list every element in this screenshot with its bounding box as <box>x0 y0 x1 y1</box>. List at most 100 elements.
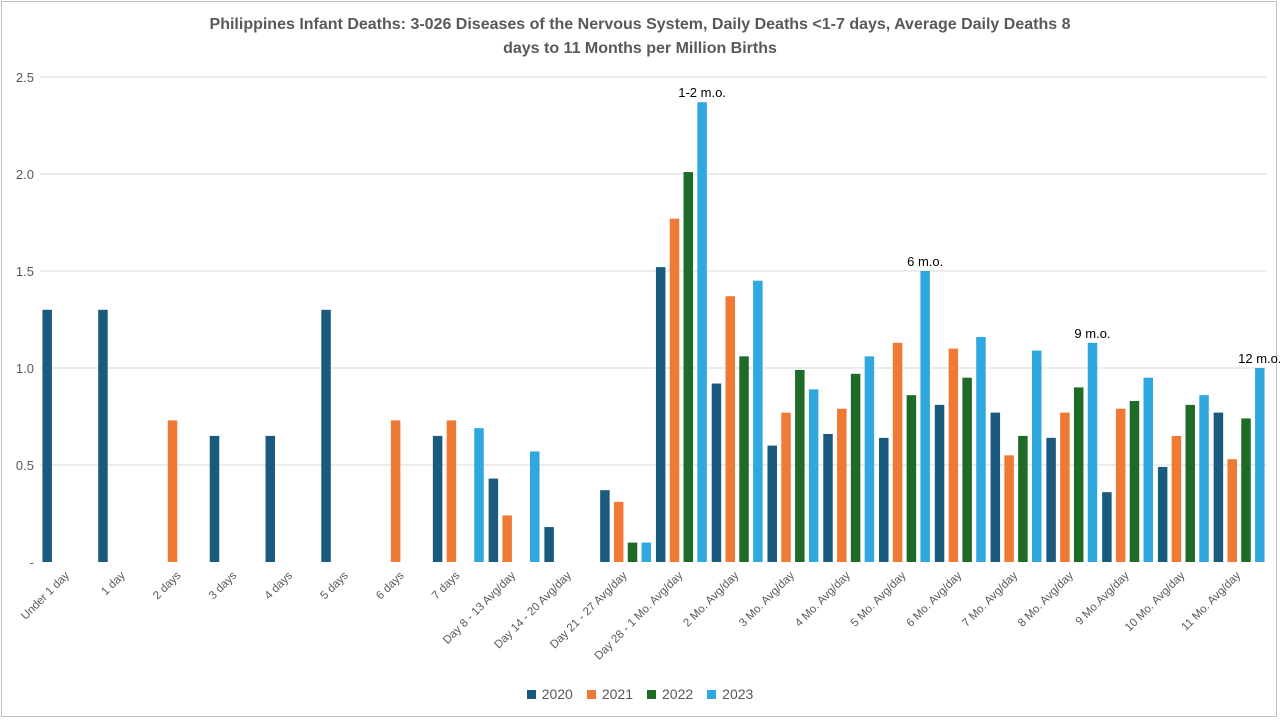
x-tick-label: 11 Mo. Avg/day <box>1179 569 1243 633</box>
bar-2023 <box>1031 350 1042 562</box>
x-tick-label: 1 day <box>99 569 128 598</box>
x-tick-label: 10 Mo. Avg/day <box>1123 569 1188 634</box>
bar-2022 <box>1241 418 1251 562</box>
bar-2021 <box>1115 408 1126 562</box>
legend-item-2021: 2021 <box>586 686 633 702</box>
data-annotation: 9 m.o. <box>1074 326 1110 341</box>
legend-item-2022: 2022 <box>647 686 693 702</box>
bar-2023 <box>1087 342 1098 562</box>
bar-2021 <box>725 296 736 562</box>
bar-2023 <box>474 428 484 562</box>
legend-label: 2020 <box>541 686 573 702</box>
x-tick-label: 4 Mo. Avg/day <box>793 569 853 629</box>
bar-2020 <box>544 527 554 562</box>
bar-2023 <box>808 389 819 562</box>
legend-label: 2021 <box>601 686 633 702</box>
bar-2022 <box>739 356 749 562</box>
bar-2020 <box>488 478 499 562</box>
bar-2020 <box>879 437 889 562</box>
bar-2021 <box>446 420 457 562</box>
bar-2022 <box>627 542 638 562</box>
bar-2023 <box>864 356 875 562</box>
y-tick-label: 2.5 <box>16 70 34 85</box>
legend-swatch <box>586 689 596 699</box>
bar-2020 <box>934 404 945 562</box>
chart-legend: 2020 2021 2022 2023 <box>0 686 1280 702</box>
bar-2020 <box>711 383 722 562</box>
chart-title-line-1: Philippines Infant Deaths: 3-026 Disease… <box>209 16 1071 33</box>
y-tick-label: 1.5 <box>16 264 34 279</box>
x-tick-label: 9 Mo.Avg/day <box>1074 569 1132 627</box>
bar-2022 <box>1018 435 1028 562</box>
bar-2020 <box>1046 437 1056 562</box>
bar-2020 <box>265 435 276 562</box>
bar-2022 <box>962 377 972 562</box>
bar-2020 <box>823 433 833 562</box>
bar-2023 <box>1255 368 1265 562</box>
bar-2022 <box>795 369 805 562</box>
bar-2020 <box>990 412 1001 562</box>
bar-2022 <box>906 395 917 562</box>
bar-2020 <box>655 267 666 562</box>
bar-2021 <box>502 515 512 562</box>
bar-2023 <box>697 102 707 562</box>
x-tick-label: 3 Mo. Avg/day <box>737 569 797 629</box>
legend-item-2020: 2020 <box>526 686 573 702</box>
bar-2023 <box>1199 395 1209 562</box>
bar-2021 <box>1171 435 1182 562</box>
chart-title: Philippines Infant Deaths: 3-026 Disease… <box>140 13 1140 61</box>
legend-label: 2022 <box>662 686 694 702</box>
x-tick-label: 7 Mo. Avg/day <box>960 569 1020 629</box>
x-tick-label: 6 days <box>374 569 407 602</box>
bar-2021 <box>1060 412 1070 562</box>
data-annotation: 1-2 m.o. <box>678 85 726 100</box>
y-tick-label: - <box>30 555 34 570</box>
data-annotation: 6 m.o. <box>907 254 943 269</box>
bar-2020 <box>600 490 610 562</box>
bar-2020 <box>42 309 52 562</box>
bar-2021 <box>1227 459 1237 562</box>
bar-2020 <box>321 309 331 562</box>
bar-2021 <box>948 348 959 562</box>
bar-2021 <box>613 501 624 562</box>
bar-2021 <box>669 218 680 562</box>
chart-title-line-2: days to 11 Months per Million Births <box>503 40 777 57</box>
x-tick-label: 2 Mo. Avg/day <box>681 569 741 629</box>
x-tick-label: 5 days <box>318 569 351 602</box>
bar-2020 <box>1102 492 1112 562</box>
legend-swatch <box>526 689 536 699</box>
legend-swatch <box>707 689 717 699</box>
bar-2020 <box>98 309 108 562</box>
y-tick-label: 0.5 <box>16 458 34 473</box>
bar-2022 <box>1073 387 1084 562</box>
x-tick-label: Under 1 day <box>19 569 72 622</box>
bar-2023 <box>753 280 763 562</box>
bar-2021 <box>781 412 791 562</box>
legend-label: 2023 <box>722 686 754 702</box>
x-tick-label: 3 days <box>207 569 240 602</box>
bar-2020 <box>767 445 777 562</box>
data-annotation: 12 m.o. <box>1238 351 1280 366</box>
bar-2021 <box>390 420 401 562</box>
y-tick-label: 1.0 <box>16 361 34 376</box>
bar-2023 <box>641 542 652 562</box>
bar-2021 <box>892 342 903 562</box>
bar-2020 <box>209 435 220 562</box>
bar-2022 <box>850 373 861 562</box>
x-tick-label: 6 Mo. Avg/day <box>904 569 964 629</box>
x-tick-label: 7 days <box>430 569 463 602</box>
bar-2020 <box>1157 466 1168 562</box>
bar-2021 <box>837 408 847 562</box>
bar-2020 <box>1213 412 1224 562</box>
x-tick-label: 2 days <box>151 569 184 602</box>
y-tick-label: 2.0 <box>16 167 34 182</box>
bar-2022 <box>1129 400 1140 562</box>
bar-2022 <box>1185 404 1195 562</box>
x-tick-label: 4 days <box>263 569 296 602</box>
bar-2023 <box>976 336 986 562</box>
bar-2023 <box>1143 377 1154 562</box>
bar-2021 <box>167 420 178 562</box>
x-tick-label: 5 Mo. Avg/day <box>849 569 909 629</box>
